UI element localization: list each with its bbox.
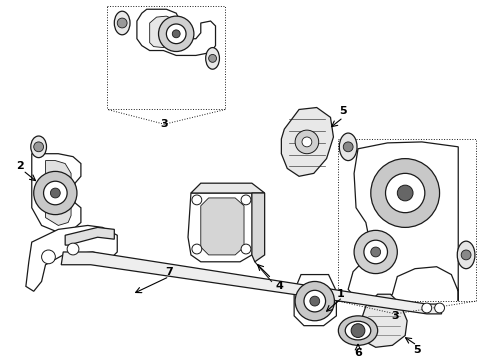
Circle shape [435, 303, 444, 313]
Circle shape [351, 324, 365, 337]
Polygon shape [65, 228, 114, 245]
Circle shape [167, 24, 186, 44]
Polygon shape [137, 9, 216, 55]
Circle shape [192, 244, 202, 254]
Ellipse shape [206, 48, 220, 69]
Text: 2: 2 [16, 162, 24, 171]
Circle shape [34, 142, 44, 152]
Circle shape [302, 137, 312, 147]
Bar [107, 6, 225, 109]
Polygon shape [281, 108, 333, 176]
Circle shape [50, 188, 60, 198]
Polygon shape [360, 294, 407, 347]
Circle shape [295, 282, 334, 321]
Circle shape [386, 174, 425, 213]
Circle shape [397, 185, 413, 201]
Circle shape [117, 18, 127, 28]
Polygon shape [188, 193, 255, 262]
Circle shape [172, 30, 180, 38]
Circle shape [461, 250, 471, 260]
Ellipse shape [114, 11, 130, 35]
Circle shape [209, 54, 217, 62]
Polygon shape [252, 193, 265, 262]
Polygon shape [32, 154, 81, 232]
Circle shape [371, 247, 381, 257]
Polygon shape [26, 225, 117, 291]
Polygon shape [191, 183, 265, 193]
Circle shape [192, 195, 202, 205]
Polygon shape [201, 198, 244, 255]
Text: 3: 3 [392, 311, 399, 321]
Polygon shape [61, 252, 441, 314]
Text: 5: 5 [413, 345, 421, 355]
Circle shape [422, 303, 432, 313]
Text: 4: 4 [275, 282, 283, 291]
Circle shape [241, 244, 251, 254]
Polygon shape [46, 161, 71, 225]
Ellipse shape [340, 133, 357, 161]
Circle shape [67, 243, 79, 255]
Circle shape [304, 290, 325, 312]
Circle shape [364, 240, 388, 264]
Circle shape [371, 159, 440, 228]
Text: 5: 5 [340, 107, 347, 116]
Polygon shape [348, 142, 458, 304]
Bar [339, 139, 476, 301]
Text: 3: 3 [161, 119, 168, 129]
Circle shape [159, 16, 194, 51]
Circle shape [343, 142, 353, 152]
Polygon shape [294, 275, 337, 326]
Polygon shape [149, 16, 173, 48]
Circle shape [295, 130, 319, 154]
Circle shape [241, 195, 251, 205]
Text: 6: 6 [354, 348, 362, 358]
Ellipse shape [339, 316, 378, 345]
Ellipse shape [31, 136, 47, 158]
Circle shape [34, 171, 77, 215]
Circle shape [42, 250, 55, 264]
Text: 7: 7 [166, 267, 173, 276]
Circle shape [44, 181, 67, 205]
Circle shape [354, 230, 397, 274]
Ellipse shape [345, 321, 371, 340]
Circle shape [310, 296, 319, 306]
Text: 1: 1 [337, 289, 344, 299]
Ellipse shape [457, 241, 475, 269]
